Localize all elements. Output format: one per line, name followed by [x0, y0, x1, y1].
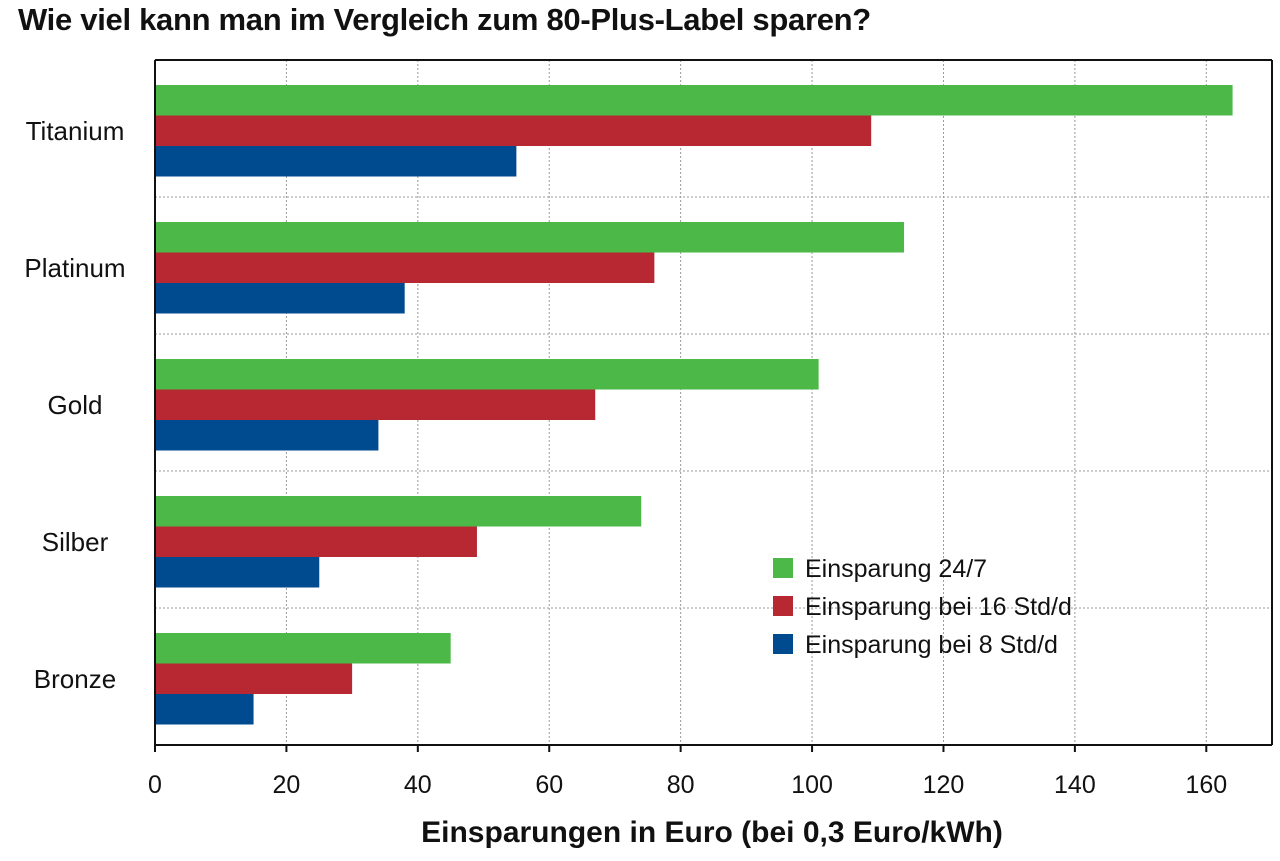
x-tick-label: 100 [791, 771, 833, 799]
category-label: Silber [42, 527, 109, 557]
legend-swatch [773, 558, 793, 578]
bar [155, 389, 596, 420]
category-label: Titanium [26, 116, 125, 146]
x-tick-label: 140 [1054, 771, 1096, 799]
x-tick-labels: 0 20 40 60 80 100 120 140 160 [148, 771, 1227, 799]
bars [155, 85, 1233, 725]
x-axis-label: Einsparungen in Euro (bei 0,3 Euro/kWh) [421, 816, 1003, 849]
bar [155, 557, 320, 588]
category-label: Platinum [24, 253, 125, 283]
bar [155, 85, 1233, 116]
chart-title: Wie viel kann man im Vergleich zum 80-Pl… [18, 2, 871, 37]
bar [155, 694, 254, 725]
legend-label: Einsparung bei 8 Std/d [805, 631, 1058, 659]
bar [155, 420, 379, 451]
legend-label: Einsparung 24/7 [805, 555, 987, 583]
x-tick-label: 60 [535, 771, 563, 799]
category-labels: Titanium Platinum Gold Silber Bronze [24, 116, 125, 694]
legend-label: Einsparung bei 16 Std/d [805, 593, 1072, 621]
category-label: Bronze [34, 664, 116, 694]
bar [155, 633, 451, 664]
x-tick-label: 120 [923, 771, 965, 799]
legend-swatch [773, 634, 793, 654]
bar [155, 496, 642, 527]
bar [155, 222, 905, 253]
legend: Einsparung 24/7 Einsparung bei 16 Std/d Ei… [773, 555, 1072, 659]
bar [155, 526, 477, 557]
bar [155, 663, 353, 694]
bar [155, 115, 872, 146]
x-tick-label: 0 [148, 771, 162, 799]
category-label: Gold [48, 390, 103, 420]
x-tick-label: 40 [404, 771, 432, 799]
legend-swatch [773, 596, 793, 616]
axes [154, 59, 1273, 752]
bar [155, 146, 517, 177]
x-tick-label: 160 [1185, 771, 1227, 799]
x-tick-label: 20 [273, 771, 301, 799]
bar [155, 252, 655, 283]
bar [155, 283, 405, 314]
bar [155, 359, 819, 390]
x-tick-label: 80 [667, 771, 695, 799]
